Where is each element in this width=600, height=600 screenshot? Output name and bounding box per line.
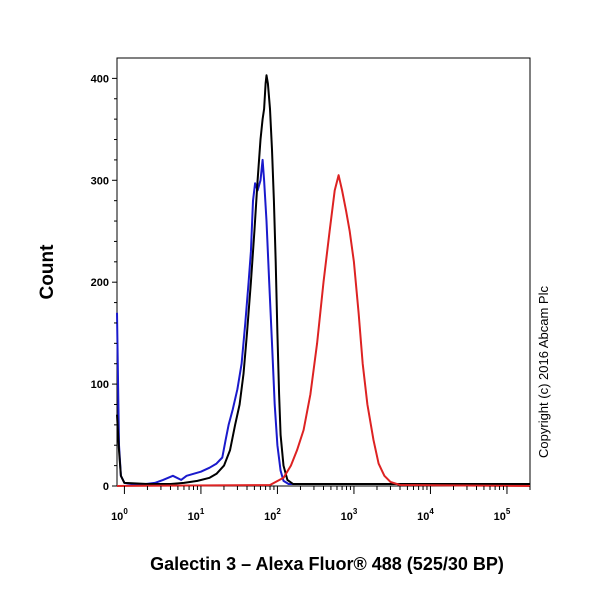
series-layer xyxy=(116,74,531,487)
y-axis-title: Count xyxy=(37,244,58,300)
series-line-1 xyxy=(116,158,530,486)
x-tick-label: 102 xyxy=(264,507,281,523)
plot-frame xyxy=(116,57,531,487)
x-tick-label: 101 xyxy=(188,507,205,523)
x-axis: 100 101 102 103 104 105 xyxy=(111,486,531,523)
x-tick-label: 105 xyxy=(494,507,511,523)
y-tick-label: 200 xyxy=(91,277,109,289)
series-line-2 xyxy=(116,74,530,485)
x-axis-title: Galectin 3 – Alexa Fluor® 488 (525/30 BP… xyxy=(150,554,504,574)
x-tick-label: 100 xyxy=(111,507,128,523)
series-line-3 xyxy=(116,174,531,487)
x-tick-label: 104 xyxy=(417,507,434,523)
copyright-annotation: Copyright (c) 2016 Abcam Plc xyxy=(536,286,551,458)
y-tick-label: 100 xyxy=(91,379,109,391)
y-tick-label: 400 xyxy=(91,73,109,85)
y-tick-label: 300 xyxy=(91,175,109,187)
y-tick-label: 0 xyxy=(103,481,109,493)
x-tick-label: 103 xyxy=(341,507,358,523)
y-axis: 0 100 200 300 400 xyxy=(91,73,117,493)
